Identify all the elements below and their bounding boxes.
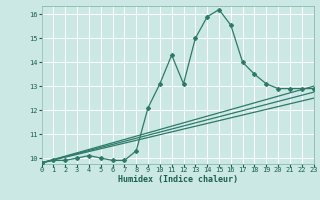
X-axis label: Humidex (Indice chaleur): Humidex (Indice chaleur) (118, 175, 237, 184)
